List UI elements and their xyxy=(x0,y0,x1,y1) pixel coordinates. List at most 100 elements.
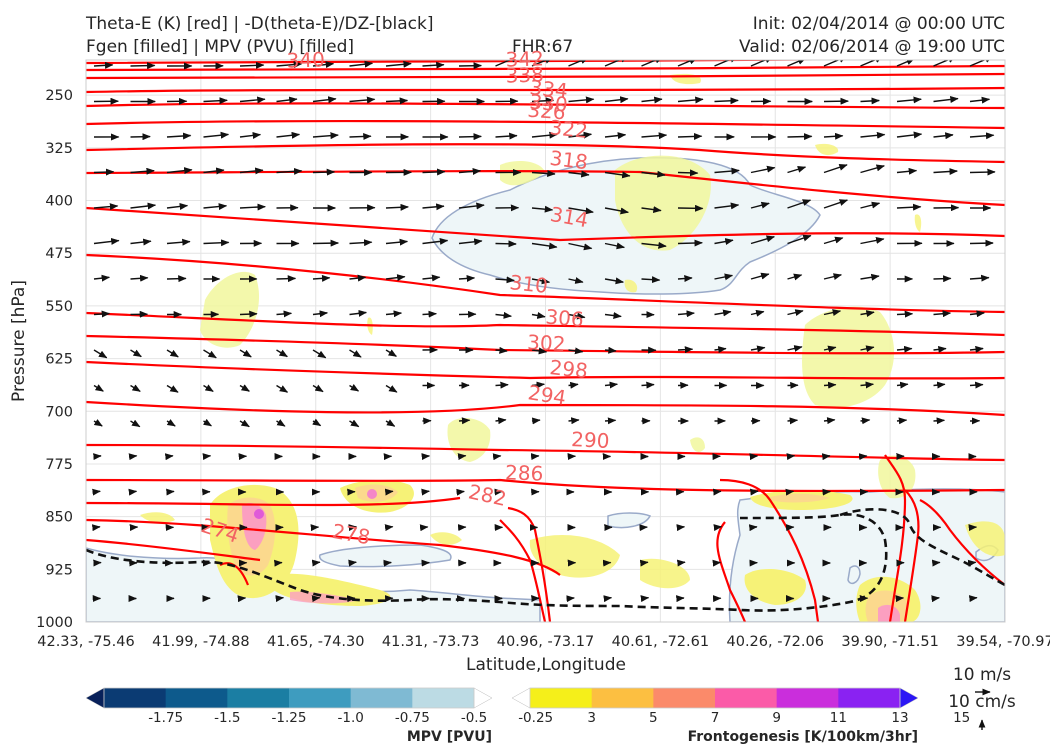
fgen-colorbar: 3 5 7 9 11 13 15 xyxy=(511,687,970,726)
wind-vector xyxy=(933,167,958,175)
theta-e-line xyxy=(86,311,1005,337)
wind-vector xyxy=(531,242,558,250)
y-tick-label: 925 xyxy=(45,562,73,578)
wind-vector xyxy=(422,203,445,211)
wind-vector xyxy=(385,384,398,393)
wind-vector xyxy=(130,62,156,70)
theta-e-line xyxy=(86,86,1005,94)
wind-vector xyxy=(677,310,695,318)
wind-vector xyxy=(604,277,624,285)
y-tick-label: 400 xyxy=(45,194,73,210)
wind-vector xyxy=(714,60,739,67)
wind-vector xyxy=(604,132,627,140)
wind-vector xyxy=(968,595,978,603)
y-tick-label: 625 xyxy=(45,352,73,368)
wind-vector xyxy=(568,277,584,284)
wind-vector xyxy=(92,488,101,496)
wind-vector xyxy=(860,417,871,425)
wind-vector xyxy=(166,203,189,210)
y-tick-label: 250 xyxy=(45,88,73,104)
wind-vector xyxy=(530,453,540,461)
wind-vector xyxy=(568,131,593,139)
wind-vector xyxy=(787,309,804,317)
wind-vector xyxy=(568,207,594,215)
wind-vector xyxy=(604,381,619,389)
wind-vector xyxy=(495,60,520,67)
theta-e-contour-label: 318 xyxy=(548,146,589,174)
wind-vector xyxy=(385,238,409,246)
colorbar-segment xyxy=(412,688,475,708)
wind-vector xyxy=(969,381,984,389)
wind-vector xyxy=(933,96,959,103)
wind-vector xyxy=(969,132,995,140)
wind-vector xyxy=(823,417,836,425)
colorbar-extend-low xyxy=(85,687,105,709)
wind-vector xyxy=(312,132,339,140)
wind-vector xyxy=(787,273,803,281)
y-tick-label: 775 xyxy=(45,457,73,473)
theta-e-contour-label: 286 xyxy=(505,460,544,485)
colorbar-tick-label: 9 xyxy=(772,710,781,726)
theta-e-line xyxy=(86,478,1005,493)
wind-vector xyxy=(239,419,250,428)
wind-vector xyxy=(676,524,686,532)
wind-vector xyxy=(714,97,739,105)
theta-e-line xyxy=(86,496,461,507)
wind-vector xyxy=(604,417,617,425)
y-tick-label: 700 xyxy=(45,404,73,420)
x-tick-label: 41.99, -74.88 xyxy=(152,634,249,650)
wind-vector xyxy=(166,275,187,283)
wind-vector xyxy=(677,239,703,247)
wind-vector xyxy=(823,345,837,353)
colorbar-segment xyxy=(530,688,593,708)
colorbar-frame xyxy=(103,687,475,709)
wind-vector xyxy=(750,201,770,209)
wind-vector xyxy=(239,310,258,318)
wind-vector xyxy=(641,276,661,284)
wind-vector xyxy=(604,60,629,67)
wind-vector xyxy=(860,201,881,209)
wind-vector xyxy=(933,310,952,318)
wind-vector xyxy=(93,349,108,359)
wind-vector xyxy=(787,345,803,352)
wind-vector xyxy=(203,131,230,139)
theta-e-line xyxy=(86,143,1005,164)
y-tick-label: 850 xyxy=(45,510,73,526)
theta-e-contour-label: 290 xyxy=(571,427,610,453)
wind-vector xyxy=(641,170,666,178)
colorbar-extend-low xyxy=(511,687,531,709)
colorbar-tick-label: -0.25 xyxy=(518,710,553,726)
wind-key: 10 m/s 10 cm/s xyxy=(948,665,1016,730)
wind-vector xyxy=(714,202,740,210)
wind-vector xyxy=(786,453,796,461)
theta-e-contour-label: 322 xyxy=(548,115,588,143)
wind-vector xyxy=(640,595,650,603)
wind-vector xyxy=(422,168,446,176)
wind-vector xyxy=(312,274,331,282)
wind-vector xyxy=(641,60,664,67)
wind-vector xyxy=(823,381,837,389)
colorbar-tick-label: -1.0 xyxy=(337,710,363,726)
wind-vector xyxy=(823,132,844,140)
wind-vector xyxy=(202,453,212,461)
theta-e-contour-label: 334 xyxy=(528,75,568,103)
theta-e-contour-label: 326 xyxy=(527,98,567,125)
wind-vector xyxy=(203,239,230,247)
wind-vector xyxy=(203,384,214,393)
theta-e-line xyxy=(499,519,547,622)
wind-vector xyxy=(860,131,886,139)
wind-vector xyxy=(349,239,373,247)
x-tick-label: 40.26, -72.06 xyxy=(727,634,824,650)
wind-vector xyxy=(604,312,622,319)
wind-vector xyxy=(895,595,905,603)
wind-vector xyxy=(385,60,412,68)
wind-vector xyxy=(91,524,101,532)
wind-vector xyxy=(531,417,541,425)
wind-vector xyxy=(312,310,328,318)
colorbar-tick-label: -0.75 xyxy=(395,710,430,726)
wind-vector xyxy=(860,310,875,317)
wind-vector xyxy=(166,238,191,246)
wind-vector xyxy=(531,205,554,213)
theta-e-line xyxy=(86,253,1005,314)
wind-vector xyxy=(604,346,617,354)
